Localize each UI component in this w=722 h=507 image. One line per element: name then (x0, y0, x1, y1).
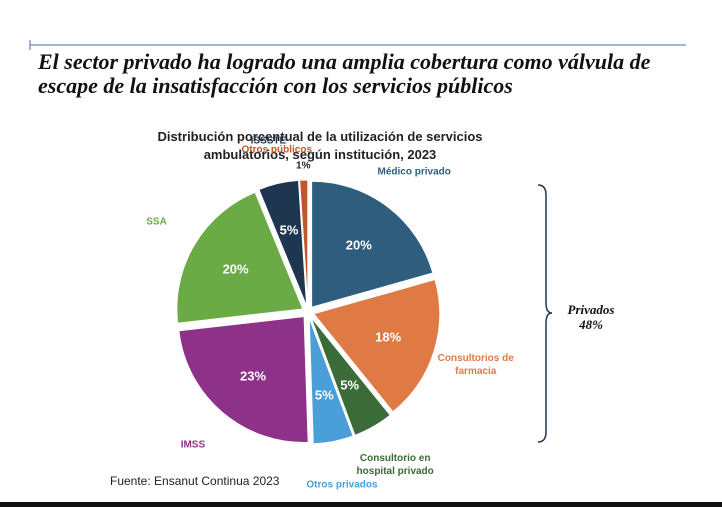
category-label: IMSS (180, 439, 206, 451)
bottom-bar (0, 502, 722, 507)
value-label: 23% (239, 368, 267, 384)
category-label: ISSSTE (250, 135, 287, 146)
annotation-label: Privados (567, 302, 615, 317)
category-label: SSA (146, 216, 167, 228)
chart-title: Distribución porcentual de la utilizació… (157, 129, 483, 162)
pie-slice (308, 317, 354, 445)
pie-slice (310, 316, 391, 436)
value-label: 20% (345, 237, 372, 253)
category-label: Otros privados (306, 479, 378, 491)
source: Fuente: Ensanut Continua 2023 (110, 474, 280, 488)
pie-slice (258, 179, 308, 307)
value-label: 5% (279, 222, 299, 238)
value-label: 18% (375, 329, 402, 345)
pie-slice (312, 278, 441, 413)
category-label: Médico privado (377, 166, 451, 178)
value-label: 5% (340, 377, 360, 393)
pie-slice (311, 180, 434, 308)
category-label: Otros públicos (241, 144, 313, 156)
value-label: 5% (314, 387, 334, 403)
annotation: Privados 48% (556, 302, 626, 332)
bracket (537, 184, 553, 443)
pie-slice (178, 315, 309, 443)
category-label: Consultorios de farmacia (437, 353, 514, 378)
slide-title: El sector privado ha logrado una amplia … (38, 49, 651, 98)
value-label: 20% (222, 261, 249, 277)
pie-slice (299, 179, 309, 307)
value-label: 1% (296, 160, 311, 172)
pie-slice (176, 191, 304, 324)
category-label: Consultorio en hospital privado (356, 452, 434, 477)
annotation-value: 48% (579, 317, 603, 332)
